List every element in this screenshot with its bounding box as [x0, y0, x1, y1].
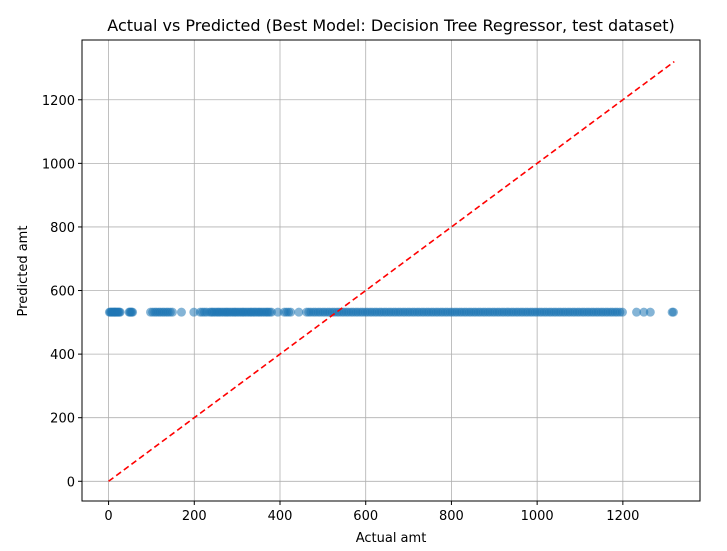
data-point	[294, 307, 304, 317]
data-point	[645, 307, 655, 317]
data-point	[115, 307, 125, 317]
x-tick-label: 600	[353, 509, 378, 524]
x-tick-label: 1000	[521, 509, 554, 524]
x-tick-label: 800	[439, 509, 464, 524]
data-point	[632, 307, 642, 317]
data-point	[286, 307, 296, 317]
y-tick-label: 400	[50, 348, 75, 363]
data-point	[128, 307, 138, 317]
y-tick-label: 200	[50, 412, 75, 427]
y-tick-label: 1000	[42, 157, 75, 172]
data-points	[104, 307, 678, 317]
y-tick-label: 600	[50, 285, 75, 300]
y-tick-label: 800	[50, 221, 75, 236]
x-tick-label: 400	[268, 509, 293, 524]
x-tick-label: 0	[104, 509, 112, 524]
data-point	[189, 307, 199, 317]
plot-area: 0 200 400 600 800 1000 1200 0 200 400 600 800 1000 1…	[42, 39, 701, 524]
data-point	[167, 307, 177, 317]
x-axis-ticks: 0 200 400 600 800 1000 1200	[104, 501, 639, 524]
grid	[82, 40, 700, 501]
reference-line-group	[108, 60, 675, 482]
x-tick-label: 1200	[606, 509, 639, 524]
y-axis-ticks: 0 200 400 600 800 1000 1200	[42, 94, 82, 490]
data-point	[668, 307, 678, 317]
reference-line	[108, 60, 675, 482]
data-point	[273, 307, 283, 317]
y-axis-label: Predicted amt	[16, 226, 31, 317]
x-axis-label: Actual amt	[356, 531, 427, 546]
y-tick-label: 1200	[42, 94, 75, 109]
y-tick-label: 0	[67, 475, 75, 490]
data-point	[639, 307, 649, 317]
data-point	[266, 307, 276, 317]
plot-frame	[81, 39, 701, 502]
chart-title: Actual vs Predicted (Best Model: Decisio…	[107, 16, 674, 35]
x-tick-label: 200	[182, 509, 207, 524]
data-point	[176, 307, 186, 317]
data-point	[617, 307, 627, 317]
